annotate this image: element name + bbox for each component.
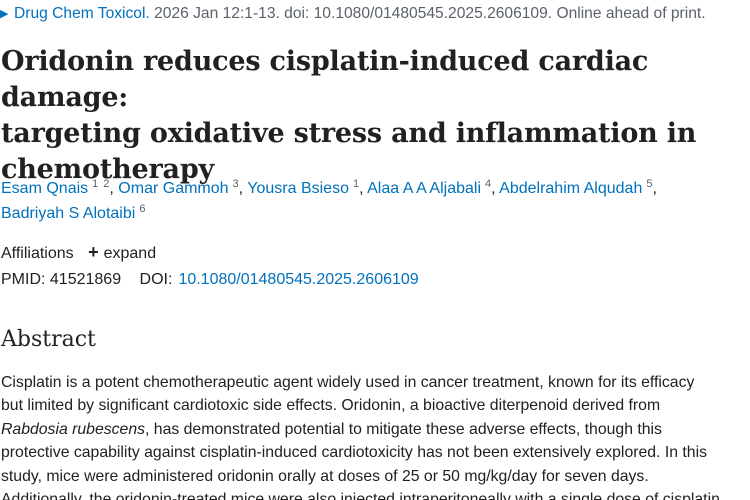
citation-details: 2026 Jan 12:1-13. doi: 10.1080/01480545.… — [149, 5, 706, 22]
affiliation-ref-link[interactable]: 4 — [485, 178, 492, 190]
affiliation-refs: 6 — [139, 203, 145, 215]
abstract-line: study, mice were administered oridonin o… — [1, 467, 649, 485]
affiliations-label: Affiliations — [1, 245, 74, 262]
affiliation-ref-link[interactable]: 3 — [232, 178, 239, 190]
chevron-right-icon[interactable]: ▶ — [0, 8, 9, 20]
doi-link[interactable]: 10.1080/01480545.2025.2606109 — [178, 271, 419, 288]
author-list: Esam Qnais 1 2, Omar Gammoh 3, Yousra Bsies… — [1, 176, 746, 226]
affiliation-refs: 4 — [485, 178, 491, 190]
citation-line: ▶ Drug Chem Toxicol. 2026 Jan 12:1-13. do… — [0, 4, 750, 24]
affiliation-ref-link[interactable]: 2 — [103, 178, 110, 190]
author-link[interactable]: Omar Gammoh — [118, 180, 229, 197]
author-link[interactable]: Yousra Bsieso — [247, 180, 349, 197]
pmid-value: 41521869 — [49, 271, 122, 288]
author-link[interactable]: Abdelrahim Alqudah — [499, 180, 643, 197]
expand-affiliations-button[interactable]: + expand — [88, 242, 157, 262]
title-line: targeting oxidative stress and inflammat… — [1, 118, 697, 149]
abstract-line-rest: , has demonstrated potential to mitigate… — [145, 420, 662, 438]
author-separator: , — [109, 180, 114, 197]
author-separator: , — [238, 180, 244, 197]
author-link[interactable]: Badriyah S Alotaibi — [1, 205, 136, 222]
affiliation-refs: 1 — [353, 178, 359, 190]
abstract-line: Additionally, the oridonin-treated mice … — [1, 491, 720, 500]
abstract-line: but limited by significant cardiotoxic s… — [1, 397, 661, 415]
affiliation-refs: 5 — [646, 178, 652, 190]
doi-label: DOI: — [139, 271, 173, 288]
title-line: Oridonin reduces cisplatin-induced cardi… — [1, 46, 649, 113]
journal-link[interactable]: Drug Chem Toxicol. — [14, 5, 150, 22]
abstract-text: Cisplatin is a potent chemotherapeutic a… — [1, 371, 749, 500]
identifiers-row: PMID: 41521869 DOI: 10.1080/01480545.2025… — [1, 269, 419, 291]
author-separator: , — [359, 180, 364, 197]
affiliation-ref-link[interactable]: 6 — [139, 203, 146, 215]
plus-icon: + — [88, 242, 99, 262]
abstract-line: protective capability against cisplatin-… — [1, 444, 707, 462]
article-title: Oridonin reduces cisplatin-induced cardi… — [1, 44, 741, 188]
author-link[interactable]: Esam Qnais — [1, 180, 89, 197]
expand-label: expand — [103, 245, 157, 262]
abstract-line: Rabdosia rubescens, has demonstrated pot… — [1, 418, 749, 441]
pmid-label: PMID: — [1, 271, 46, 288]
author-separator: , — [491, 180, 496, 197]
abstract-heading: Abstract — [1, 327, 96, 352]
affiliation-refs: 3 — [233, 178, 239, 190]
species-name: Rabdosia rubescens — [1, 420, 146, 438]
affiliation-ref-link[interactable]: 1 — [352, 178, 360, 190]
affiliation-ref-link[interactable]: 5 — [646, 178, 653, 190]
title-line: chemotherapy — [1, 154, 214, 185]
affiliations-row: Affiliations + expand — [1, 241, 156, 265]
abstract-line: Cisplatin is a potent chemotherapeutic a… — [1, 374, 695, 391]
affiliation-ref-link[interactable]: 1 — [92, 178, 99, 190]
author-separator: , — [652, 180, 657, 197]
author-link[interactable]: Alaa A A Aljabali — [367, 180, 481, 197]
